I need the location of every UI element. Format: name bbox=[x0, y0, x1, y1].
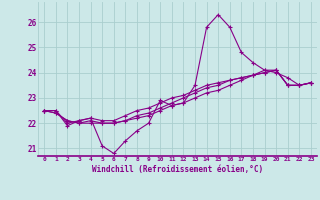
X-axis label: Windchill (Refroidissement éolien,°C): Windchill (Refroidissement éolien,°C) bbox=[92, 165, 263, 174]
